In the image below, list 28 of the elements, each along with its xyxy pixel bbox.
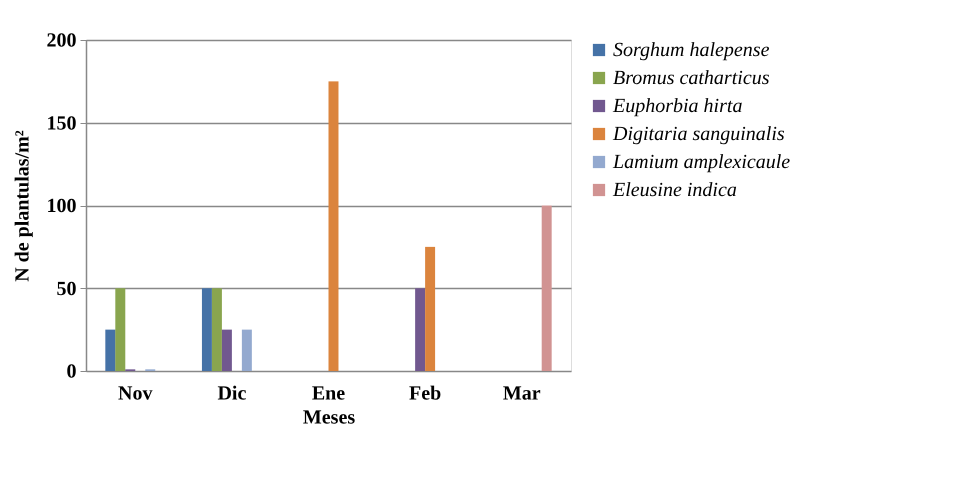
bar bbox=[212, 288, 222, 371]
bar bbox=[242, 330, 252, 371]
y-axis-title: N de plantulas/m² bbox=[12, 130, 34, 282]
bar bbox=[415, 288, 426, 371]
legend-label: Lamium amplexicaule bbox=[612, 151, 790, 173]
x-tick-label: Dic bbox=[217, 382, 246, 404]
x-axis-title: Meses bbox=[302, 406, 356, 428]
x-tick-label: Feb bbox=[409, 382, 442, 404]
bar bbox=[105, 330, 116, 371]
x-tick-label: Ene bbox=[312, 382, 346, 404]
bar bbox=[542, 206, 552, 371]
bar bbox=[115, 288, 126, 371]
legend-label: Bromus catharticus bbox=[613, 67, 770, 89]
legend-label: Digitaria sanguinalis bbox=[612, 123, 785, 145]
y-tick-label: 50 bbox=[56, 278, 76, 300]
x-tick-label: Mar bbox=[502, 382, 541, 404]
bar bbox=[425, 246, 436, 371]
y-tick-label: 100 bbox=[46, 195, 76, 217]
legend-label: Sorghum halepense bbox=[613, 39, 770, 61]
legend-label: Euphorbia hirta bbox=[612, 95, 742, 117]
y-tick-label: 150 bbox=[46, 112, 76, 134]
legend-label: Eleusine indica bbox=[612, 179, 737, 201]
y-tick-label: 0 bbox=[66, 360, 76, 382]
y-tick-label: 200 bbox=[46, 30, 76, 52]
x-tick-label: Nov bbox=[118, 382, 152, 404]
bar bbox=[328, 81, 338, 371]
bar bbox=[202, 288, 212, 371]
bar bbox=[222, 330, 232, 371]
